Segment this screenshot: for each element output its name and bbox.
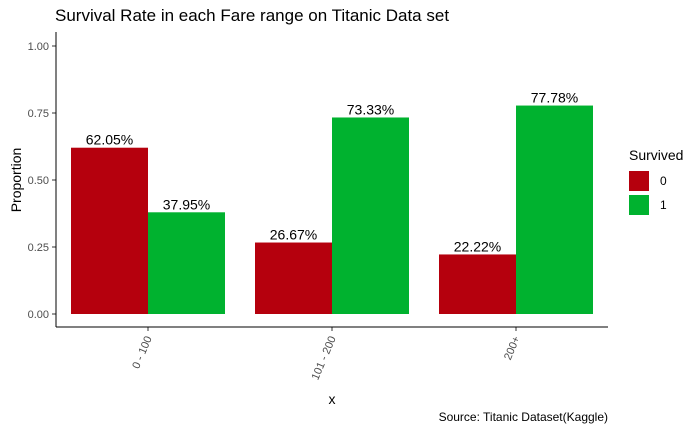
bar-200--s1 <box>516 105 593 315</box>
x-tick-label: 0 - 100 <box>130 334 154 370</box>
data-label: 62.05% <box>86 132 133 148</box>
data-label: 37.95% <box>163 196 210 212</box>
legend: Survived 0 1 <box>629 147 683 217</box>
data-label: 73.33% <box>347 101 394 117</box>
legend-key-0 <box>629 171 649 191</box>
chart-caption: Source: Titanic Dataset(Kaggle) <box>438 410 608 424</box>
legend-label-1: 1 <box>660 198 667 212</box>
bar-0-100-s0 <box>71 147 148 314</box>
legend-item-0: 0 <box>629 169 683 193</box>
data-label: 77.78% <box>531 90 578 106</box>
chart-title: Survival Rate in each Fare range on Tita… <box>55 6 450 25</box>
y-tick-label: 0.25 <box>28 242 49 254</box>
x-tick-label: 200+ <box>502 334 523 362</box>
legend-key-1 <box>629 195 649 215</box>
y-tick-label: 0.50 <box>28 175 49 187</box>
y-tick-label: 0.00 <box>28 309 49 321</box>
data-label: 26.67% <box>270 227 317 243</box>
y-tick-label: 1.00 <box>28 41 49 53</box>
y-tick-label: 0.75 <box>28 108 49 120</box>
bar-0-100-s1 <box>148 212 225 314</box>
legend-label-0: 0 <box>660 174 667 188</box>
bar-200--s0 <box>439 254 516 314</box>
legend-title: Survived <box>629 147 684 163</box>
y-axis-title: Proportion <box>8 148 24 213</box>
bar-101-200-s0 <box>255 242 332 314</box>
x-axis-title: x <box>329 391 336 407</box>
bar-101-200-s1 <box>332 117 409 314</box>
data-label: 22.22% <box>454 238 501 254</box>
legend-item-1: 1 <box>629 193 683 217</box>
x-tick-label: 101 - 200 <box>310 334 339 381</box>
